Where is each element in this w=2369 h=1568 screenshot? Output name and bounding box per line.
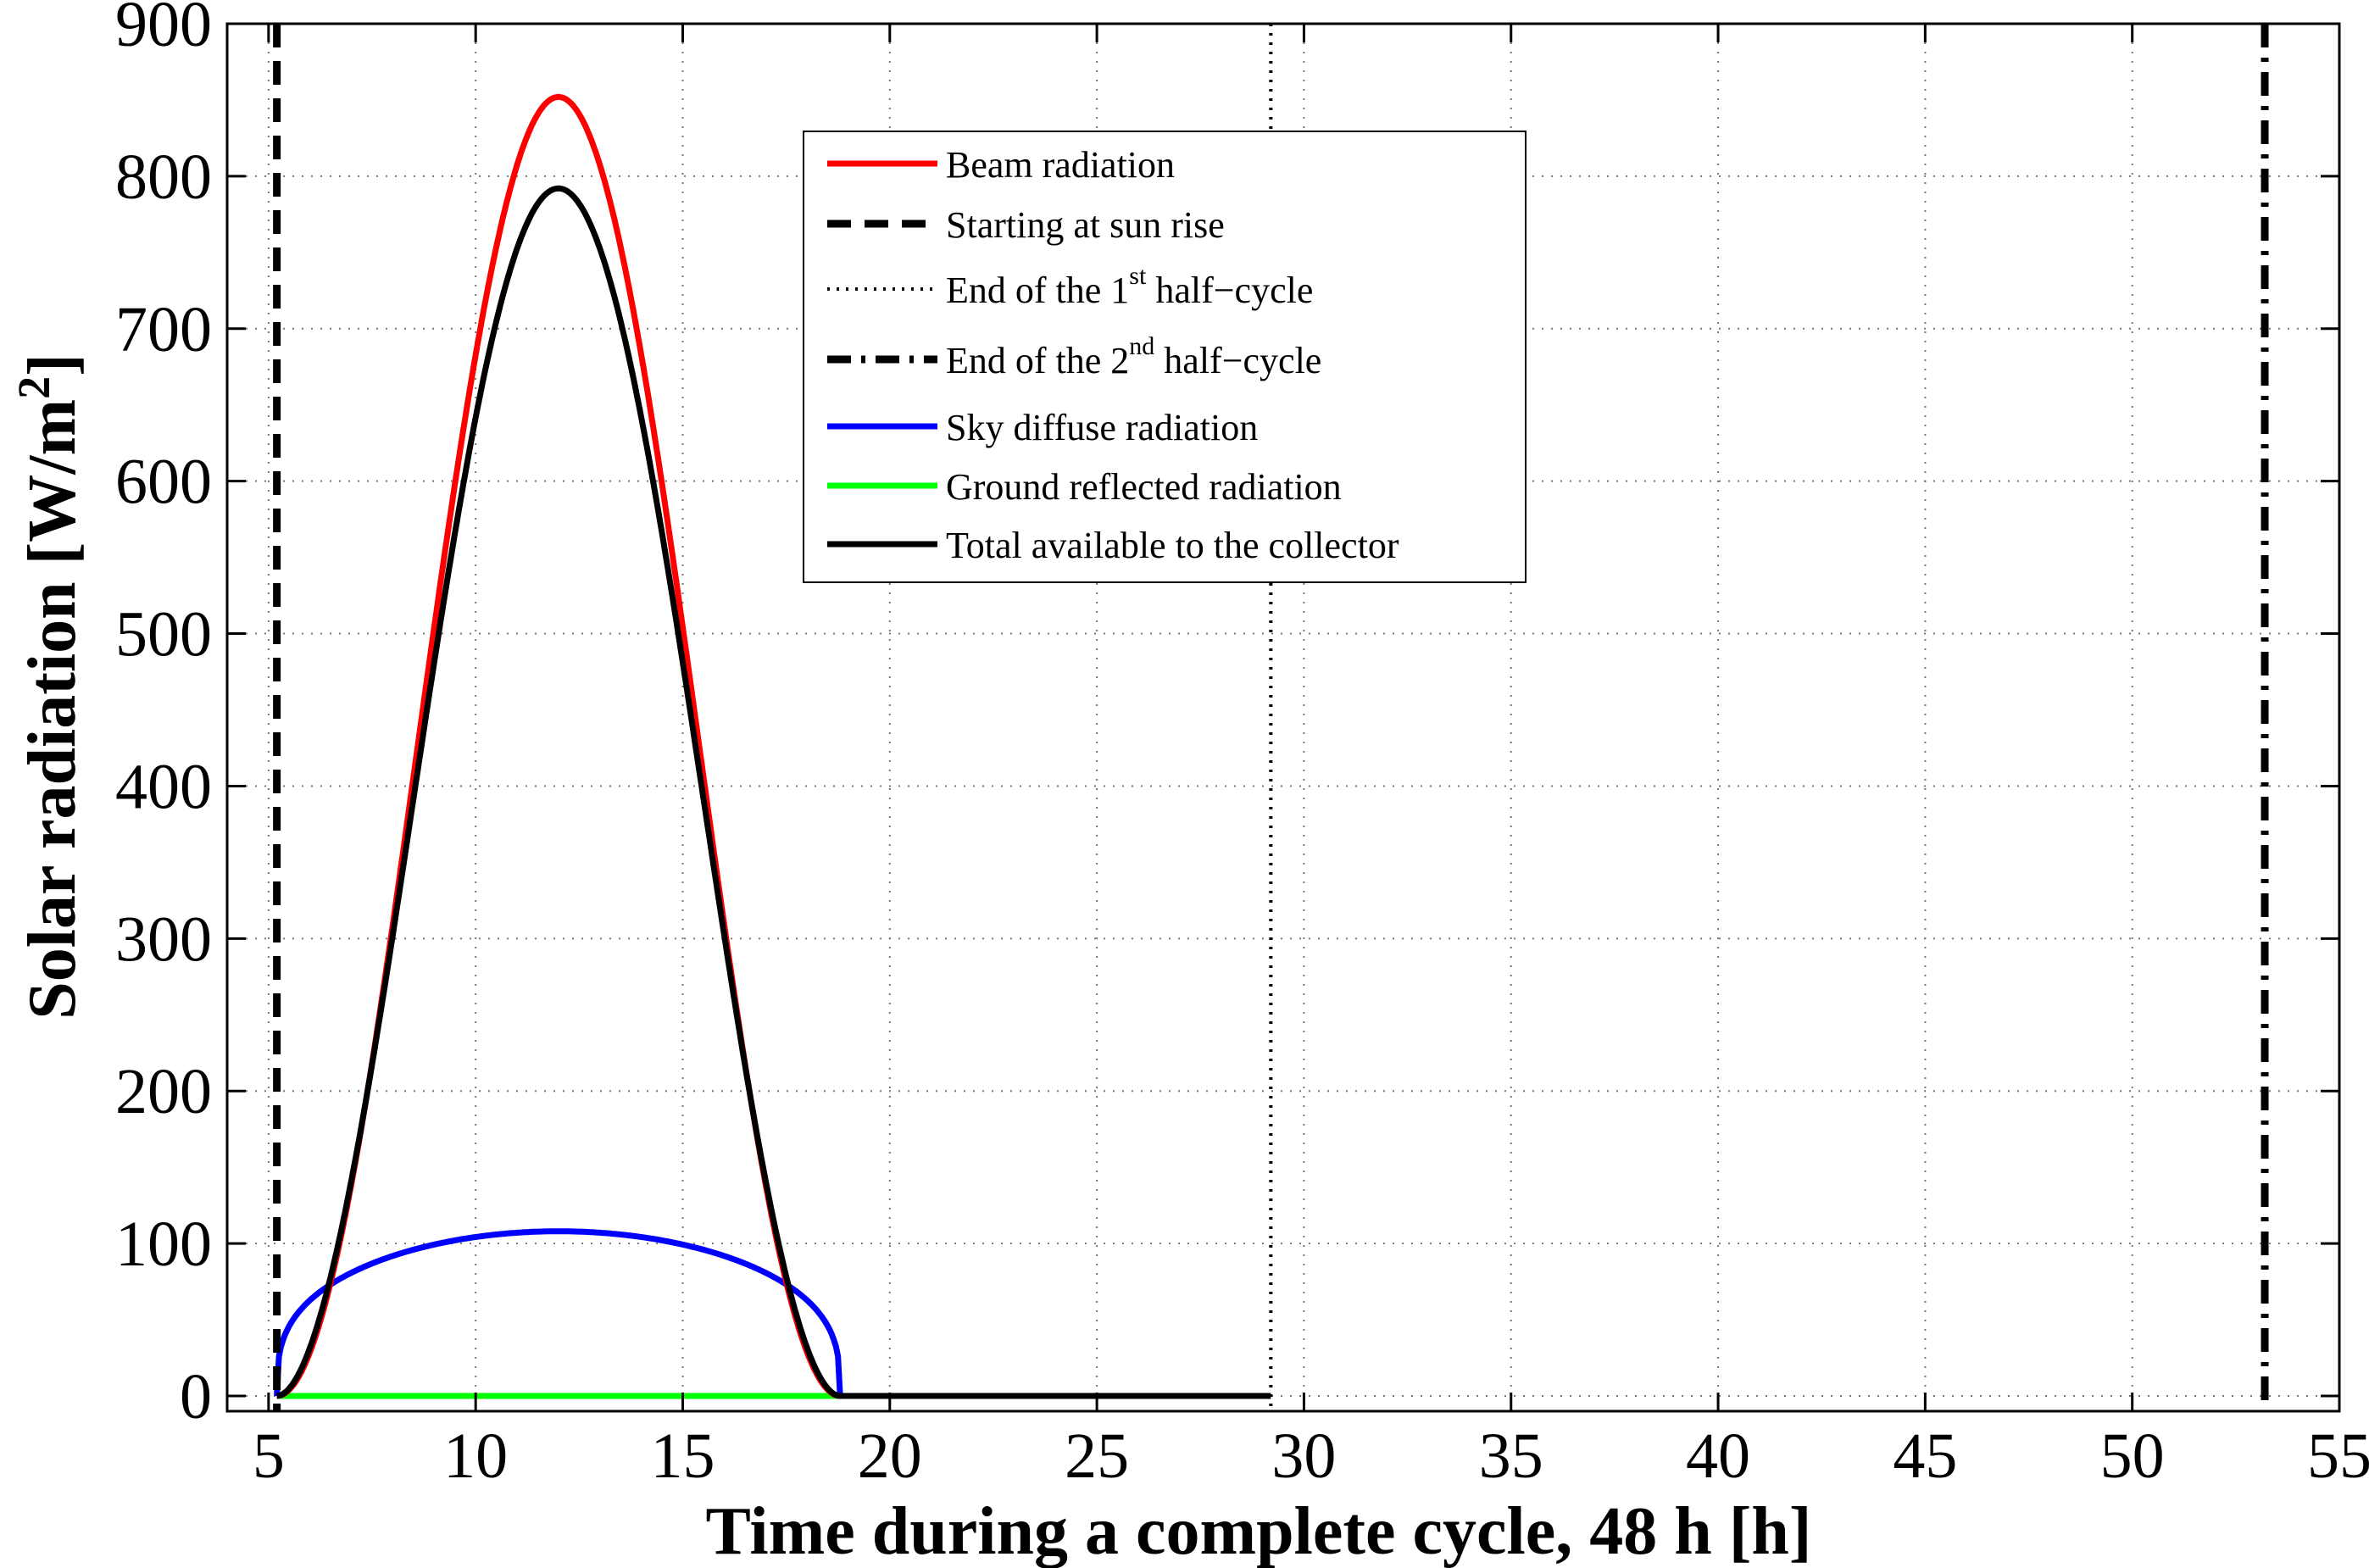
legend-label: End of the 2nd half−cycle bbox=[946, 332, 1321, 381]
grid bbox=[227, 24, 2339, 1411]
legend: Beam radiation Starting at sun rise End of… bbox=[803, 131, 1527, 583]
series-line-total-available-to-the-collector bbox=[275, 185, 1272, 1399]
x-tick-label: 45 bbox=[1893, 1421, 1957, 1492]
y-axis-title: Solar radiation [W/m2] bbox=[8, 353, 90, 1020]
legend-label: Sky diffuse radiation bbox=[946, 407, 1258, 448]
legend-label: Total available to the collector bbox=[946, 525, 1399, 566]
x-tick-label: 10 bbox=[443, 1421, 508, 1492]
x-tick-label: 15 bbox=[650, 1421, 715, 1492]
legend-label: Beam radiation bbox=[946, 144, 1175, 186]
x-tick-label: 20 bbox=[858, 1421, 922, 1492]
x-tick-label: 35 bbox=[1479, 1421, 1543, 1492]
legend-label: Starting at sun rise bbox=[946, 204, 1225, 246]
x-tick-label: 5 bbox=[253, 1421, 285, 1492]
x-tick-label: 40 bbox=[1686, 1421, 1750, 1492]
ticks: 5 10 15 20 25 30 35 40 45 50 55 0 100 200 300 400 500 600… bbox=[115, 0, 2369, 1492]
y-tick-label: 0 bbox=[180, 1361, 212, 1432]
vertical-lines bbox=[273, 24, 2269, 1411]
y-tick-label: 300 bbox=[115, 904, 212, 975]
series-line-sky-diffuse-radiation bbox=[274, 1228, 843, 1397]
y-tick-label: 900 bbox=[115, 0, 212, 60]
x-axis-title: Time during a complete cycle, 48 h [h] bbox=[705, 1494, 1811, 1568]
y-tick-label: 600 bbox=[115, 447, 212, 518]
series-layer bbox=[274, 93, 1272, 1399]
x-tick-label: 50 bbox=[2100, 1421, 2165, 1492]
y-tick-label: 400 bbox=[115, 751, 212, 822]
y-axis-title-end: ] bbox=[15, 353, 90, 376]
x-tick-label: 25 bbox=[1065, 1421, 1129, 1492]
y-tick-label: 200 bbox=[115, 1056, 212, 1127]
plot-frame bbox=[225, 22, 2341, 1413]
y-tick-label: 100 bbox=[115, 1209, 212, 1280]
x-tick-label: 30 bbox=[1271, 1421, 1336, 1492]
y-tick-label: 500 bbox=[115, 599, 212, 670]
y-tick-label: 700 bbox=[115, 294, 212, 365]
legend-label: End of the 1st half−cycle bbox=[946, 262, 1313, 311]
legend-label: Ground reflected radiation bbox=[946, 466, 1342, 508]
y-axis-title-main: Solar radiation [W/m bbox=[15, 399, 90, 1020]
y-tick-label: 800 bbox=[115, 142, 212, 213]
y-axis-title-superscript: 2 bbox=[8, 376, 59, 399]
x-tick-label: 55 bbox=[2307, 1421, 2369, 1492]
